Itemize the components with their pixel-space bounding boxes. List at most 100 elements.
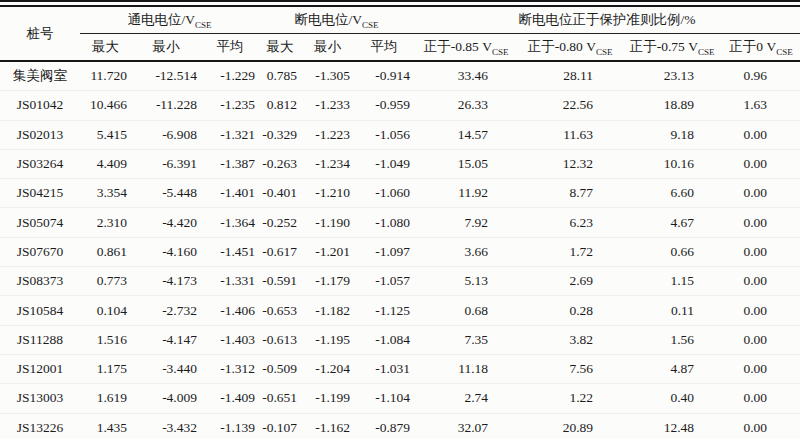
table-row: JS130031.619-4.009-1.409-0.651-1.199-1.1… [0, 384, 800, 413]
value-cell: 2.310 [80, 208, 131, 237]
value-cell: -1.229 [201, 61, 259, 91]
subscript-cse: CSE [362, 20, 379, 30]
value-cell: 0.40 [622, 384, 722, 413]
value-cell: 0.00 [722, 296, 800, 325]
value-cell: -1.204 [301, 354, 354, 383]
table-row: JS112881.516-4.147-1.403-0.613-1.195-1.0… [0, 325, 800, 354]
column-group-off-potential: 断电电位/VCSE [259, 7, 414, 34]
value-cell: -1.104 [354, 384, 414, 413]
value-cell: 5.415 [80, 120, 131, 149]
value-cell: -1.057 [354, 267, 414, 296]
value-cell: -1.234 [301, 149, 354, 178]
value-cell: -0.617 [259, 237, 301, 266]
value-cell: -1.223 [301, 120, 354, 149]
value-cell: -1.199 [301, 384, 354, 413]
pile-id-cell: JS03264 [0, 149, 80, 178]
value-cell: 33.46 [414, 61, 518, 91]
value-cell: -1.080 [354, 208, 414, 237]
value-cell: 23.13 [622, 61, 722, 91]
pile-id-cell: JS01042 [0, 91, 80, 120]
value-cell: -4.160 [131, 237, 201, 266]
pile-id-cell: JS08373 [0, 267, 80, 296]
table-row: JS050742.310-4.420-1.364-0.252-1.190-1.0… [0, 208, 800, 237]
subscript-cse: CSE [195, 20, 212, 30]
value-cell: 0.00 [722, 208, 800, 237]
value-cell: -0.879 [354, 413, 414, 439]
column-header-above-075: 正于-0.75 VCSE [622, 34, 722, 62]
value-cell: 7.35 [414, 325, 518, 354]
value-cell: -0.591 [259, 267, 301, 296]
value-cell: 0.861 [80, 237, 131, 266]
value-cell: 3.354 [80, 179, 131, 208]
value-cell: 9.18 [622, 120, 722, 149]
pile-id-cell: JS12001 [0, 354, 80, 383]
subscript-cse: CSE [492, 47, 509, 57]
value-cell: 7.56 [518, 354, 622, 383]
column-header-above-080: 正于-0.80 VCSE [518, 34, 622, 62]
value-cell: -6.391 [131, 149, 201, 178]
table-body: 集美阀室11.720-12.514-1.2290.785-1.305-0.914… [0, 61, 800, 439]
value-cell: -0.252 [259, 208, 301, 237]
value-cell: 14.57 [414, 120, 518, 149]
value-cell: 4.409 [80, 149, 131, 178]
value-cell: 8.77 [518, 179, 622, 208]
value-cell: 0.104 [80, 296, 131, 325]
value-cell: 3.66 [414, 237, 518, 266]
pile-id-cell: JS02013 [0, 120, 80, 149]
value-cell: 6.23 [518, 208, 622, 237]
value-cell: 0.00 [722, 384, 800, 413]
value-cell: 12.48 [622, 413, 722, 439]
value-cell: -3.432 [131, 413, 201, 439]
table-row: JS076700.861-4.160-1.451-0.617-1.201-1.0… [0, 237, 800, 266]
value-cell: 1.63 [722, 91, 800, 120]
value-cell: -1.406 [201, 296, 259, 325]
value-cell: 18.89 [622, 91, 722, 120]
pile-id-cell: JS13226 [0, 413, 80, 439]
value-cell: 0.00 [722, 179, 800, 208]
value-cell: 15.05 [414, 149, 518, 178]
value-cell: -4.147 [131, 325, 201, 354]
value-cell: 20.89 [518, 413, 622, 439]
value-cell: -1.321 [201, 120, 259, 149]
value-cell: 1.15 [622, 267, 722, 296]
value-cell: -1.451 [201, 237, 259, 266]
value-cell: -1.312 [201, 354, 259, 383]
table-row: JS083730.773-4.173-1.331-0.591-1.179-1.0… [0, 267, 800, 296]
value-cell: -0.509 [259, 354, 301, 383]
value-cell: 1.619 [80, 384, 131, 413]
value-cell: -0.653 [259, 296, 301, 325]
table-row: JS105840.104-2.732-1.406-0.653-1.182-1.1… [0, 296, 800, 325]
column-header-on-avg: 平均 [201, 34, 259, 62]
column-header-on-max: 最大 [80, 34, 131, 62]
value-cell: -4.173 [131, 267, 201, 296]
value-cell: -1.233 [301, 91, 354, 120]
table-row: 集美阀室11.720-12.514-1.2290.785-1.305-0.914… [0, 61, 800, 91]
column-group-criterion-ratio: 断电电位正于保护准则比例/% [414, 7, 800, 34]
value-cell: 6.60 [622, 179, 722, 208]
value-cell: 10.466 [80, 91, 131, 120]
value-cell: 0.00 [722, 413, 800, 439]
value-cell: 3.82 [518, 325, 622, 354]
column-header-on-min: 最小 [131, 34, 201, 62]
measurement-table: 桩号 通电电位/VCSE 断电电位/VCSE 断电电位正于保护准则比例/% 最大… [0, 7, 800, 439]
pile-id-cell: JS04215 [0, 179, 80, 208]
value-cell: -0.401 [259, 179, 301, 208]
value-cell: -1.409 [201, 384, 259, 413]
pile-id-cell: JS07670 [0, 237, 80, 266]
potential-measurement-table-page: 桩号 通电电位/VCSE 断电电位/VCSE 断电电位正于保护准则比例/% 最大… [0, 0, 800, 439]
value-cell: -0.914 [354, 61, 414, 91]
value-cell: 0.00 [722, 237, 800, 266]
value-cell: -3.440 [131, 354, 201, 383]
value-cell: -4.420 [131, 208, 201, 237]
value-cell: 4.67 [622, 208, 722, 237]
subscript-cse: CSE [776, 47, 793, 57]
value-cell: -1.125 [354, 296, 414, 325]
column-header-off-avg: 平均 [354, 34, 414, 62]
table-header: 桩号 通电电位/VCSE 断电电位/VCSE 断电电位正于保护准则比例/% 最大… [0, 7, 800, 61]
value-cell: -11.228 [131, 91, 201, 120]
value-cell: 0.00 [722, 354, 800, 383]
value-cell: -1.195 [301, 325, 354, 354]
value-cell: -1.182 [301, 296, 354, 325]
value-cell: 1.72 [518, 237, 622, 266]
value-cell: 2.74 [414, 384, 518, 413]
